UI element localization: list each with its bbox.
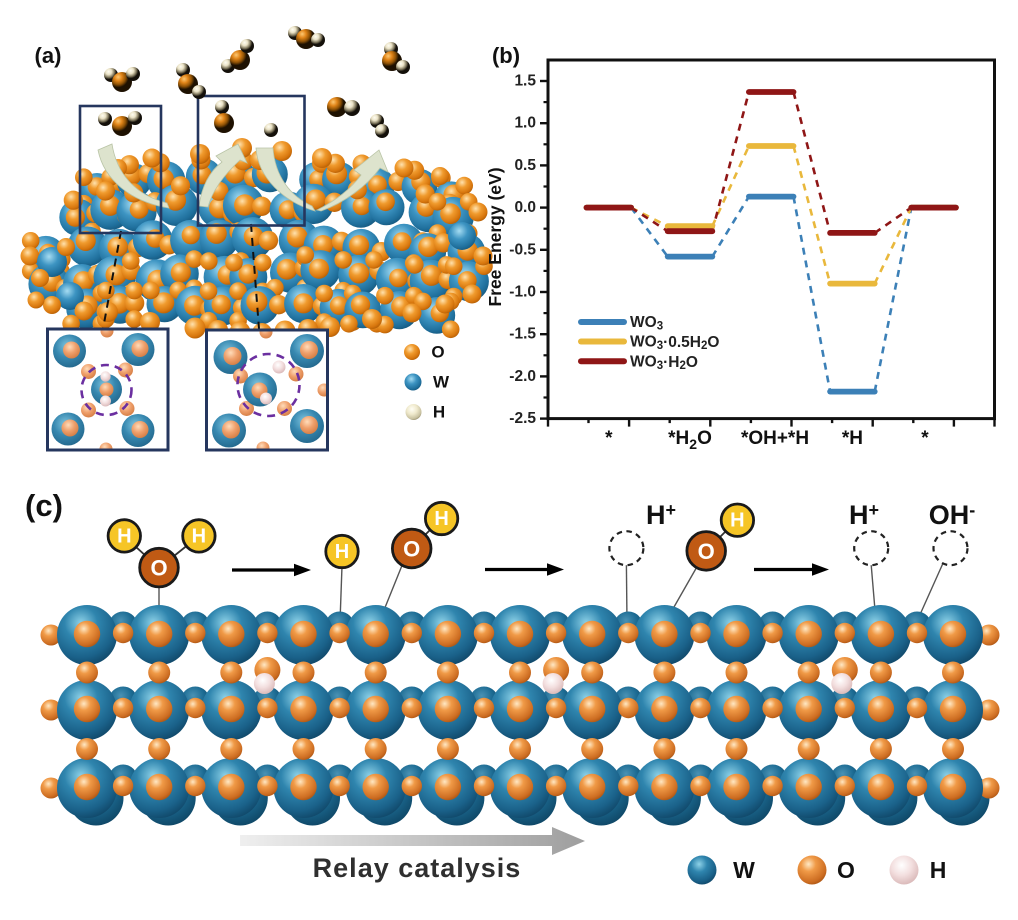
svg-text:H: H <box>930 857 947 883</box>
svg-text:(a): (a) <box>35 43 62 68</box>
svg-text:*OH+*H: *OH+*H <box>741 428 809 449</box>
svg-text:-2.0: -2.0 <box>509 368 536 385</box>
svg-text:W: W <box>733 857 755 883</box>
svg-text:-0.5: -0.5 <box>509 241 536 258</box>
svg-text:H: H <box>434 508 448 530</box>
svg-text:WO3·H2O: WO3·H2O <box>630 353 698 372</box>
svg-text:0.5: 0.5 <box>514 157 536 174</box>
svg-text:-1.0: -1.0 <box>509 284 536 301</box>
svg-text:O: O <box>431 343 444 362</box>
svg-text:(b): (b) <box>492 43 520 68</box>
svg-text:-1.5: -1.5 <box>509 326 536 343</box>
svg-text:W: W <box>433 373 450 392</box>
svg-text:O: O <box>150 556 167 581</box>
svg-text:*H: *H <box>842 428 863 449</box>
svg-text:H: H <box>730 510 744 532</box>
svg-text:O: O <box>837 857 855 883</box>
svg-text:0.0: 0.0 <box>514 199 536 216</box>
svg-text:H: H <box>335 541 349 563</box>
svg-text:*: * <box>605 428 613 449</box>
svg-text:(c): (c) <box>25 488 63 523</box>
svg-text:*: * <box>921 428 929 449</box>
svg-text:H: H <box>117 525 131 547</box>
svg-text:O: O <box>698 539 715 564</box>
svg-text:-2.5: -2.5 <box>509 410 536 427</box>
svg-text:H: H <box>433 403 445 422</box>
svg-text:WO3: WO3 <box>630 314 663 333</box>
svg-text:OH-: OH- <box>929 500 976 530</box>
svg-text:Relay catalysis: Relay catalysis <box>313 853 522 883</box>
svg-text:1.5: 1.5 <box>514 73 536 90</box>
svg-text:Free Energy (eV): Free Energy (eV) <box>485 167 505 306</box>
svg-text:O: O <box>403 537 420 562</box>
svg-text:H: H <box>192 525 206 547</box>
svg-text:1.0: 1.0 <box>514 115 536 132</box>
svg-text:WO3·0.5H2O: WO3·0.5H2O <box>630 334 719 353</box>
